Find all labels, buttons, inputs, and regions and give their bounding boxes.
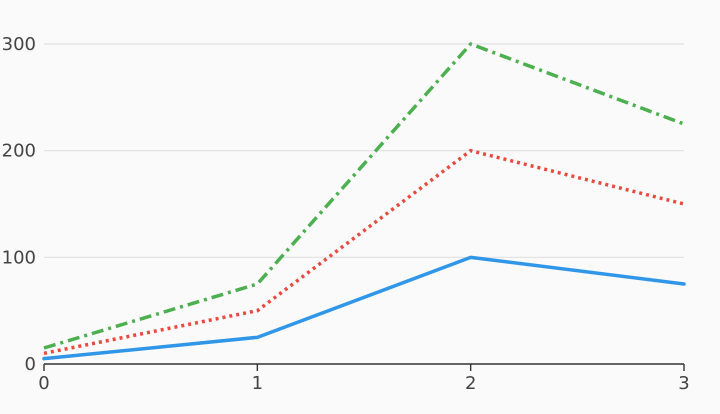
x-tick-label: 3 <box>678 373 689 394</box>
x-tick-label: 1 <box>252 373 263 394</box>
tick-layer: 0 100 200 300 0 1 2 3 <box>2 34 690 394</box>
y-tick-label: 0 <box>25 354 36 375</box>
y-tick-label: 200 <box>2 141 36 162</box>
series-layer <box>42 42 686 361</box>
series-line-3 <box>43 42 685 350</box>
series-line-1 <box>42 255 686 361</box>
axis-layer <box>43 363 685 371</box>
y-tick-label: 100 <box>2 247 36 268</box>
grid-layer <box>44 43 684 258</box>
x-tick-label: 0 <box>38 373 49 394</box>
x-tick-label: 2 <box>465 373 476 394</box>
y-tick-label: 300 <box>2 34 36 55</box>
series-line-2 <box>43 148 685 356</box>
